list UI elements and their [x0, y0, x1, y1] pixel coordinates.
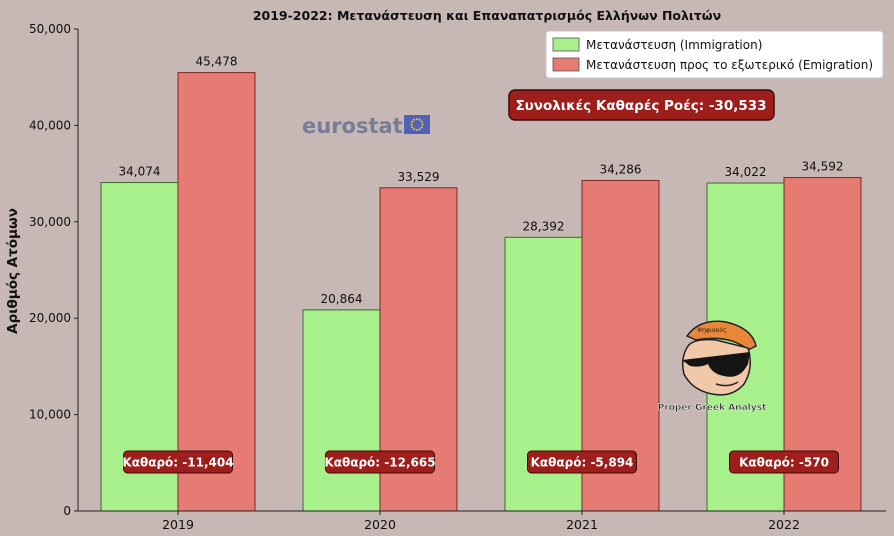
- bar-immigration: [302, 309, 381, 512]
- bar-value-label: 20,864: [321, 292, 363, 306]
- eu-star-icon: [420, 126, 423, 129]
- x-tick-label: 2020: [364, 517, 396, 532]
- total-net-label: Συνολικές Καθαρές Ροές: -30,533: [515, 98, 766, 114]
- legend-swatch-immigration: [552, 37, 580, 52]
- analyst-badge-label: Proper Greek Analyst: [658, 403, 767, 413]
- chart-title: 2019-2022: Μετανάστευση και Επαναπατρισμ…: [253, 8, 721, 23]
- eu-star-icon: [420, 120, 423, 123]
- bar-value-label: 33,529: [398, 170, 440, 184]
- eu-star-icon: [411, 126, 414, 129]
- mascot-sunglasses-icon: [682, 352, 750, 377]
- mascot-cap-text: Ψηφιακός: [697, 327, 726, 334]
- mascot-mouth-icon: [715, 381, 739, 387]
- bar-layer: [100, 72, 862, 512]
- x-axis: 2019 2020 2021 2022: [162, 511, 800, 532]
- analyst-mascot-icon: Ψηφιακός Proper Greek Analyst: [658, 320, 767, 413]
- eurostat-wordmark: eurostat: [302, 114, 403, 138]
- eu-star-icon: [410, 123, 413, 126]
- y-axis: 0 10,000 20,000 30,000 40,000 50,000: [29, 22, 78, 518]
- eu-star-icon: [418, 118, 421, 121]
- eu-star-icon: [416, 118, 418, 120]
- y-tick-label: 10,000: [29, 408, 71, 422]
- legend-label-immigration: Μετανάστευση (Immigration): [586, 38, 762, 52]
- eu-star-icon: [413, 128, 416, 131]
- net-label: Καθαρό: -11,404: [122, 456, 233, 470]
- y-tick-label: 30,000: [29, 215, 71, 229]
- bar-value-label: 34,286: [600, 162, 642, 176]
- net-label: Καθαρό: -12,665: [324, 456, 435, 470]
- net-badge: [729, 450, 839, 474]
- net-label: Καθαρό: -570: [739, 456, 829, 470]
- net-badge: [527, 450, 637, 474]
- legend-box: [545, 30, 884, 79]
- x-tick-label: 2019: [162, 517, 194, 532]
- legend-label-emigration: Μετανάστευση προς το εξωτερικό (Emigrati…: [586, 58, 873, 72]
- value-label-layer: 34,074 45,478 20,864 33,529 28,392 34,286 34,0…: [119, 55, 844, 306]
- bar-value-label: 45,478: [196, 55, 238, 69]
- total-net-box: [508, 89, 775, 121]
- eurostat-logo: eurostat: [302, 114, 430, 138]
- bar-value-label: 34,022: [725, 165, 767, 179]
- eu-star-icon: [421, 123, 424, 126]
- net-badge: [123, 450, 233, 474]
- x-tick-label: 2021: [566, 517, 598, 532]
- eu-stars-icon: [410, 118, 424, 131]
- y-tick-label: 50,000: [29, 22, 71, 36]
- bar-emigration: [177, 72, 256, 512]
- net-label-layer: Καθαρό: -11,404 Καθαρό: -12,665 Καθαρό: -5…: [122, 450, 839, 474]
- eu-star-icon: [418, 128, 421, 131]
- eu-star-icon: [416, 129, 418, 131]
- eu-flag-icon: [404, 115, 430, 134]
- bar-value-label: 28,392: [523, 219, 565, 233]
- net-badge: [325, 450, 435, 474]
- x-tick-label: 2022: [768, 517, 800, 532]
- bar-value-label: 34,074: [119, 165, 161, 179]
- net-label: Καθαρό: -5,894: [531, 456, 634, 470]
- legend-swatch-emigration: [552, 57, 580, 72]
- bar-value-label: 34,592: [802, 160, 844, 174]
- eu-star-icon: [411, 120, 414, 123]
- total-net-badge: Συνολικές Καθαρές Ροές: -30,533: [508, 89, 775, 121]
- y-tick-label: 0: [63, 504, 71, 518]
- mascot-cap-icon: [685, 320, 757, 351]
- eu-star-icon: [413, 118, 416, 121]
- y-axis-title: Αριθμός Ατόμων: [5, 208, 21, 334]
- y-tick-label: 40,000: [29, 118, 71, 132]
- y-tick-label: 20,000: [29, 311, 71, 325]
- legend: Μετανάστευση (Immigration) Μετανάστευση …: [545, 30, 884, 79]
